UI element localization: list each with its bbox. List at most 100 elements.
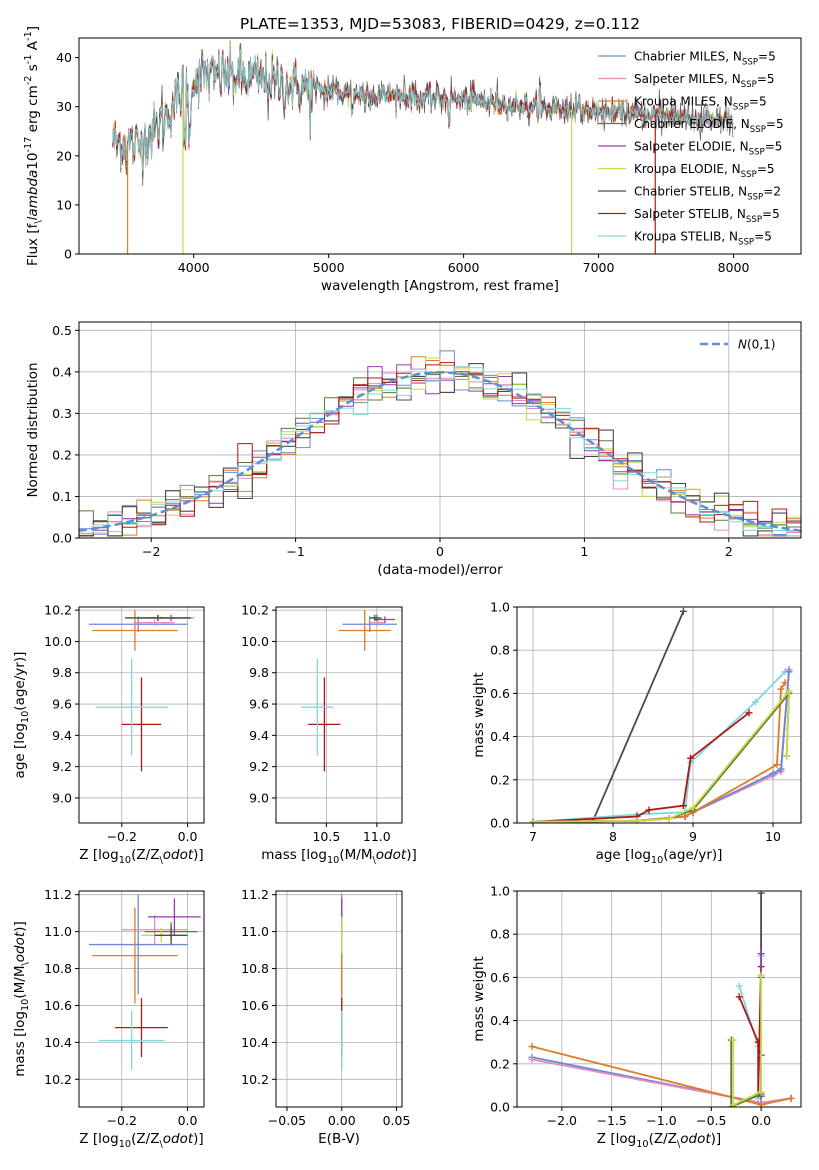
text-run: d xyxy=(689,1131,698,1147)
spectrum-axes: 4000 5000 6000 7000 8000010203040wavelength … xyxy=(23,26,802,294)
text-run: s xyxy=(12,1048,28,1055)
gaussian-curve xyxy=(79,371,801,532)
weight-line xyxy=(532,712,750,823)
text-run: E xyxy=(695,230,703,244)
text-run: ( xyxy=(12,993,28,998)
text-run: I xyxy=(722,117,726,131)
text-run: ( xyxy=(327,1131,332,1147)
text-run: S xyxy=(634,207,642,221)
text-run: 5 xyxy=(772,207,780,221)
text-run: ) xyxy=(712,847,717,863)
text-run: b xyxy=(657,50,665,64)
text-run: L xyxy=(688,162,695,176)
text-run: ( xyxy=(339,847,344,863)
text-run: A xyxy=(409,278,419,294)
axes-frame xyxy=(78,890,205,1108)
text-run: t xyxy=(400,562,405,578)
x-axis-label: Z [log10(Z/Z\odot)] xyxy=(79,847,203,866)
y-tick-label: 11.2 xyxy=(241,887,269,902)
text-run: M xyxy=(689,50,699,64)
text-run: 10 xyxy=(119,1139,131,1150)
text-run: 10 xyxy=(20,711,31,723)
text-run: t xyxy=(188,1131,194,1147)
text-run: S xyxy=(716,72,724,86)
text-run: / xyxy=(663,1131,668,1147)
text-run: L xyxy=(711,207,718,221)
text-run: M xyxy=(12,966,28,978)
axes-frame xyxy=(78,321,802,539)
x-tick-label: 0.0 xyxy=(178,829,198,844)
text-run: Z xyxy=(150,1131,159,1147)
text-run: SSP xyxy=(747,193,763,203)
y-axis-label: Normed distribution xyxy=(25,362,41,497)
text-run: e xyxy=(672,140,679,154)
text-run: N xyxy=(737,207,746,221)
text-run: = xyxy=(762,207,772,221)
text-run: ( xyxy=(747,338,752,352)
y-axis-label: age [log10(age/yr)] xyxy=(12,652,31,779)
text-run: = xyxy=(763,185,773,199)
text-run: e xyxy=(360,278,368,294)
spectrum-line xyxy=(112,48,734,172)
text-run: t xyxy=(667,207,672,221)
text-run: [ xyxy=(12,744,28,749)
y-tick-label: 30 xyxy=(56,99,72,114)
text-run: - xyxy=(341,1131,346,1147)
text-run: - xyxy=(413,562,418,578)
text-run: r xyxy=(25,118,41,124)
axes-frame xyxy=(275,606,403,824)
text-run: m xyxy=(532,278,545,294)
text-run: d xyxy=(25,444,41,453)
text-run: V xyxy=(345,1131,355,1147)
text-run: a xyxy=(12,770,28,778)
text-run: [ xyxy=(610,1131,615,1147)
text-run: N xyxy=(740,140,749,154)
text-run: , xyxy=(759,338,763,352)
text-run: = xyxy=(757,162,767,176)
text-run: a xyxy=(12,697,28,705)
text-run: o xyxy=(25,371,41,379)
text-run: e xyxy=(672,207,679,221)
text-run: d xyxy=(25,178,41,187)
text-run: , xyxy=(733,117,737,131)
text-run: t xyxy=(443,278,448,294)
text-run: g xyxy=(427,278,436,294)
figure-title: PLATE=1353, MJD=53083, FIBERID=0429, z=0… xyxy=(240,15,640,33)
text-run: t xyxy=(401,847,407,863)
text-run: l xyxy=(649,140,652,154)
text-run: r xyxy=(12,662,28,668)
text-run: p xyxy=(652,207,660,221)
text-run: a xyxy=(642,72,649,86)
text-run: 10 xyxy=(651,855,663,866)
y-tick-label: 9.6 xyxy=(52,697,72,712)
x-axis-label: E(B-V) xyxy=(318,1131,360,1147)
text-run: L xyxy=(696,140,703,154)
text-run: ) xyxy=(460,562,465,578)
text-run: , xyxy=(716,95,720,109)
text-run: 5 xyxy=(768,50,776,64)
text-run: x xyxy=(25,238,41,246)
residual-histogram xyxy=(79,366,801,537)
y-axis-label: mass weight xyxy=(471,672,487,757)
text-run: a xyxy=(25,208,41,216)
text-run: o xyxy=(489,562,497,578)
text-run: SSP xyxy=(741,80,757,90)
text-run: E xyxy=(709,72,717,86)
text-run: E xyxy=(680,162,688,176)
text-run: b xyxy=(657,117,665,131)
text-run: / xyxy=(12,977,28,982)
text-run: y xyxy=(12,668,28,676)
text-run: a xyxy=(524,278,532,294)
text-run: Z xyxy=(150,847,159,863)
text-run: s xyxy=(436,278,443,294)
text-run: [ xyxy=(93,847,98,863)
text-run: r xyxy=(484,562,490,578)
axes-frame xyxy=(275,890,403,1108)
text-run: SSP xyxy=(742,58,758,68)
y-tick-label: 0.4 xyxy=(490,729,510,744)
text-run: ) xyxy=(771,338,776,352)
residuals-axes: −2 −1 0 1 20.00.10.20.30.40.5(data-model)/er… xyxy=(25,321,802,578)
y-tick-label: 10.4 xyxy=(44,1035,72,1050)
text-run: o xyxy=(680,1131,688,1147)
